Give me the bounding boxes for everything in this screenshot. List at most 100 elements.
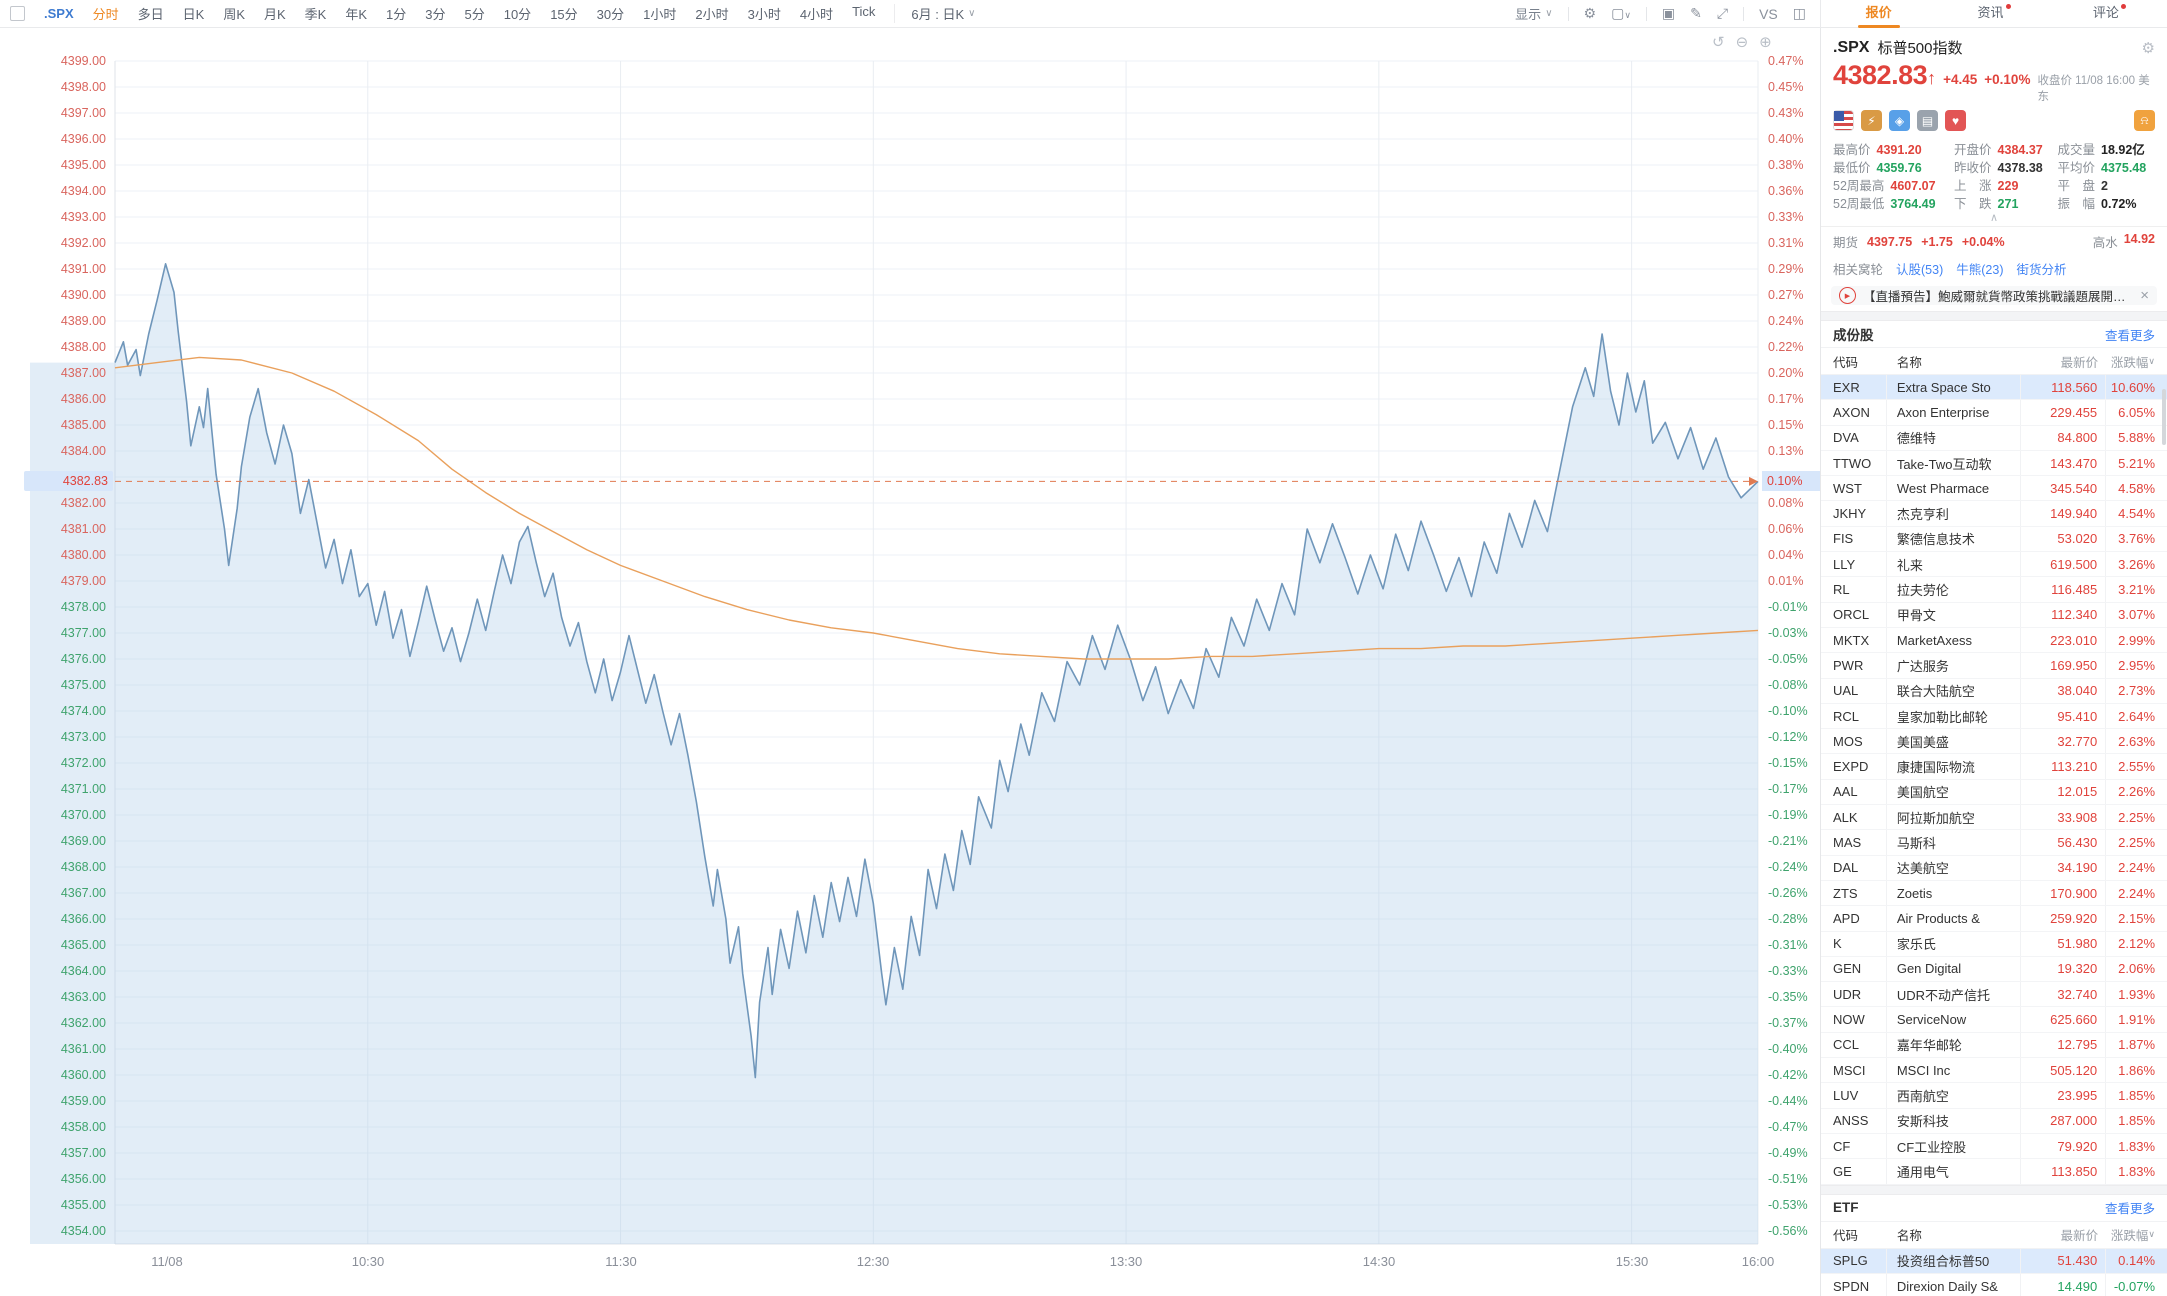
timeframe-Tick[interactable]: Tick (852, 4, 876, 19)
timeframe-日K[interactable]: 日K (182, 7, 205, 22)
live-broadcast-banner[interactable]: ▶ 【直播預告】鮑威爾就貨幣政策挑戰議題展開討論 × (1831, 286, 2157, 305)
y-axis-pct-label: -0.49% (1768, 1146, 1808, 1160)
timeframe-15分[interactable]: 15分 (550, 7, 578, 22)
component-row-MSCI[interactable]: MSCI MSCI Inc 505.120 1.86% (1821, 1058, 2167, 1084)
col-header[interactable]: 涨跌幅 ∨ (2110, 1229, 2156, 1244)
x-axis-time-label: 12:30 (856, 1254, 890, 1269)
component-row-ALK[interactable]: ALK 阿拉斯加航空 33.908 2.25% (1821, 805, 2167, 831)
y-axis-price-label: 4370.00 (60, 808, 106, 822)
components-see-more-link[interactable]: 查看更多 (2104, 328, 2155, 343)
collapse-chevron-icon[interactable]: ∧ (1989, 212, 1999, 224)
y-axis-pct-label: -0.51% (1768, 1172, 1808, 1186)
etf-row-SPDN[interactable]: SPDN Direxion Daily S& 14.490 -0.07% (1821, 1273, 2167, 1296)
component-row-CCL[interactable]: CCL 嘉年华邮轮 12.795 1.87% (1821, 1032, 2167, 1059)
undo-icon[interactable]: ↺ (1712, 34, 1725, 51)
timeframe-5分[interactable]: 5分 (464, 7, 485, 22)
alert-bell-icon[interactable]: ⍾ (2134, 110, 2155, 131)
period-dropdown[interactable]: 6月 : 日K ∨ (894, 4, 976, 23)
tag-icon[interactable]: ◈ (1889, 110, 1910, 131)
warrant-link[interactable]: 牛熊(23) (1956, 263, 2004, 277)
component-row-WST[interactable]: WST West Pharmace 345.540 4.58% (1821, 476, 2167, 502)
zoom-out-icon[interactable]: ⊖ (1735, 34, 1749, 51)
tab-资讯[interactable]: 资讯 (1936, 0, 2051, 28)
timeframe-年K[interactable]: 年K (345, 7, 368, 22)
component-row-ANSS[interactable]: ANSS 安斯科技 287.000 1.85% (1821, 1108, 2167, 1134)
component-row-DVA[interactable]: DVA 德维特 84.800 5.88% (1821, 425, 2167, 451)
component-row-NOW[interactable]: NOW ServiceNow 625.660 1.91% (1821, 1007, 2167, 1033)
component-row-APD[interactable]: APD Air Products & 259.920 2.15% (1821, 906, 2167, 932)
symbol-checkbox[interactable] (10, 6, 25, 21)
x-axis-time-label: 16:00 (1741, 1254, 1775, 1269)
section-gap (1821, 311, 2167, 321)
tab-报价[interactable]: 报价 (1821, 0, 1936, 28)
timeframe-4小时[interactable]: 4小时 (799, 7, 834, 22)
timeframe-周K[interactable]: 周K (223, 7, 245, 22)
component-row-PWR[interactable]: PWR 广达服务 169.950 2.95% (1821, 653, 2167, 679)
component-row-AAL[interactable]: AAL 美国航空 12.015 2.26% (1821, 779, 2167, 806)
component-row-LUV[interactable]: LUV 西南航空 23.995 1.85% (1821, 1083, 2167, 1109)
live-banner-text[interactable]: 【直播預告】鮑威爾就貨幣政策挑戰議題展開討論 (1863, 290, 2134, 304)
component-row-AXON[interactable]: AXON Axon Enterprise 229.455 6.05% (1821, 400, 2167, 426)
y-axis-pct-label: -0.56% (1768, 1224, 1808, 1238)
timeframe-分时[interactable]: 分时 (92, 7, 119, 22)
warrant-link[interactable]: 街货分析 (2016, 263, 2067, 277)
layout-dropdown-icon[interactable]: ▢∨ (1611, 5, 1631, 21)
draw-pencil-icon[interactable]: ✎ (1690, 5, 1702, 21)
panel-tab-bar: 报价 资讯 评论 (1820, 0, 2167, 28)
stock-change-pct: 1.83% (2118, 1138, 2156, 1154)
y-axis-pct-label: 0.43% (1768, 106, 1804, 120)
warrant-link[interactable]: 认股(53) (1896, 263, 1944, 277)
component-row-DAL[interactable]: DAL 达美航空 34.190 2.24% (1821, 855, 2167, 881)
component-row-ORCL[interactable]: ORCL 甲骨文 112.340 3.07% (1821, 602, 2167, 628)
component-row-RCL[interactable]: RCL 皇家加勒比邮轮 95.410 2.64% (1821, 703, 2167, 730)
tab-评论[interactable]: 评论 (2052, 0, 2167, 28)
component-row-UAL[interactable]: UAL 联合大陆航空 38.040 2.73% (1821, 678, 2167, 704)
timeframe-30分[interactable]: 30分 (596, 7, 625, 22)
scrollbar-thumb[interactable] (2162, 389, 2166, 445)
timeframe-多日[interactable]: 多日 (137, 7, 164, 22)
component-row-MOS[interactable]: MOS 美国美盛 32.770 2.63% (1821, 729, 2167, 755)
timeframe-1小时[interactable]: 1小时 (643, 7, 677, 22)
timeframe-3分[interactable]: 3分 (425, 7, 446, 22)
component-row-MKTX[interactable]: MKTX MarketAxess 223.010 2.99% (1821, 627, 2167, 654)
timeframe-季K[interactable]: 季K (304, 7, 327, 22)
lightning-icon[interactable]: ⚡ (1861, 110, 1882, 131)
component-row-EXPD[interactable]: EXPD 康捷国际物流 113.210 2.55% (1821, 754, 2167, 780)
display-dropdown[interactable]: 显示 ∨ (1515, 4, 1552, 23)
component-row-GE[interactable]: GE 通用电气 113.850 1.83% (1821, 1159, 2167, 1185)
intraday-chart[interactable]: ↺ ⊖ ⊕ 4399.00 0.47% 4398.00 0.45% 4397.00 0.4… (0, 28, 1820, 1296)
zoom-in-icon[interactable]: ⊕ (1759, 34, 1772, 51)
component-row-FIS[interactable]: FIS 繁德信息技术 53.020 3.76% (1821, 526, 2167, 553)
side-panel-icon[interactable]: ◫ (1792, 5, 1806, 21)
close-icon[interactable]: × (2140, 287, 2149, 304)
timeframe-10分[interactable]: 10分 (503, 7, 532, 22)
component-row-UDR[interactable]: UDR UDR不动产信托 32.740 1.93% (1821, 982, 2167, 1008)
etf-see-more-link[interactable]: 查看更多 (2104, 1202, 2155, 1217)
timeframe-2小时[interactable]: 2小时 (695, 7, 729, 22)
component-row-CF[interactable]: CF CF工业控股 79.920 1.83% (1821, 1133, 2167, 1160)
y-axis-pct-label: -0.01% (1768, 600, 1808, 614)
component-row-RL[interactable]: RL 拉夫劳伦 116.485 3.21% (1821, 577, 2167, 603)
timeframe-3小时[interactable]: 3小时 (747, 7, 781, 22)
compare-vs-button[interactable]: VS (1759, 5, 1778, 22)
etf-row-SPLG[interactable]: SPLG 投资组合标普50 51.430 0.14% (1821, 1248, 2167, 1274)
timeframe-月K[interactable]: 月K (264, 7, 286, 22)
col-header[interactable]: 涨跌幅 ∨ (2110, 355, 2156, 370)
component-row-MAS[interactable]: MAS 马斯科 56.430 2.25% (1821, 830, 2167, 856)
screenshot-camera-icon[interactable]: ▣ (1661, 5, 1676, 21)
component-row-GEN[interactable]: GEN Gen Digital 19.320 2.06% (1821, 956, 2167, 983)
fullscreen-expand-icon[interactable]: ⤢ (1716, 5, 1729, 21)
heart-icon[interactable]: ♥ (1945, 110, 1966, 131)
component-row-ZTS[interactable]: ZTS Zoetis 170.900 2.24% (1821, 880, 2167, 907)
component-row-LLY[interactable]: LLY 礼来 619.500 3.26% (1821, 552, 2167, 578)
quote-settings-gear-icon[interactable]: ⚙ (2141, 39, 2155, 57)
timeframe-1分[interactable]: 1分 (386, 7, 407, 22)
component-row-TTWO[interactable]: TTWO Take-Two互动软 143.470 5.21% (1821, 450, 2167, 477)
stock-change-pct: 3.76% (2118, 531, 2156, 547)
component-row-JKHY[interactable]: JKHY 杰克亨利 149.940 4.54% (1821, 501, 2167, 527)
settings-gear-icon[interactable]: ⚙ (1583, 5, 1597, 21)
component-row-K[interactable]: K 家乐氏 51.980 2.12% (1821, 931, 2167, 957)
bookmark-icon[interactable]: ▤ (1917, 110, 1938, 131)
component-row-EXR[interactable]: EXR Extra Space Sto 118.560 10.60% (1821, 375, 2167, 401)
futures-row[interactable]: 期货 4397.75 +1.75 +0.04% 高水 14.92 (1821, 227, 2167, 256)
